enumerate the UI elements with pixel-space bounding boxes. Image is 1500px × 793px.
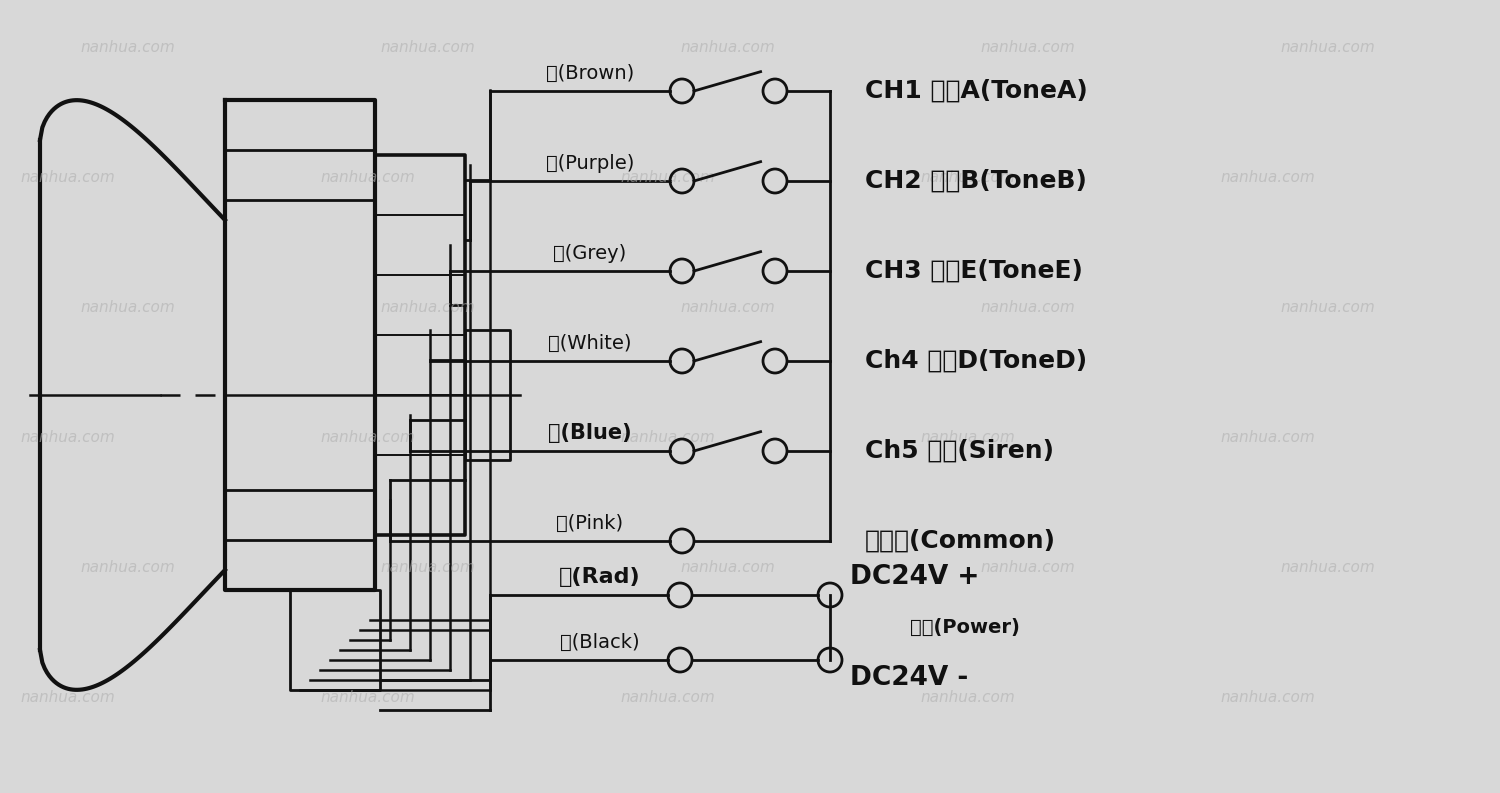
Text: DC24V +: DC24V + (850, 564, 980, 590)
Text: nanhua.com: nanhua.com (920, 690, 1014, 705)
Text: nanhua.com: nanhua.com (1220, 170, 1314, 185)
Text: nanhua.com: nanhua.com (680, 40, 774, 55)
Text: nanhua.com: nanhua.com (320, 430, 414, 445)
Text: nanhua.com: nanhua.com (1280, 300, 1374, 315)
Text: nanhua.com: nanhua.com (80, 560, 174, 575)
Text: nanhua.com: nanhua.com (980, 300, 1074, 315)
Text: nanhua.com: nanhua.com (20, 430, 114, 445)
Text: nanhua.com: nanhua.com (1280, 40, 1374, 55)
Text: nanhua.com: nanhua.com (20, 690, 114, 705)
Text: nanhua.com: nanhua.com (80, 40, 174, 55)
Text: nanhua.com: nanhua.com (380, 300, 474, 315)
Text: nanhua.com: nanhua.com (980, 40, 1074, 55)
Text: 公用线(Common): 公用线(Common) (865, 529, 1056, 553)
Text: 灰(Grey): 灰(Grey) (554, 244, 627, 263)
Text: nanhua.com: nanhua.com (380, 40, 474, 55)
Text: 白(White): 白(White) (549, 334, 632, 353)
Text: nanhua.com: nanhua.com (80, 300, 174, 315)
Text: nanhua.com: nanhua.com (920, 430, 1014, 445)
Text: nanhua.com: nanhua.com (1220, 690, 1314, 705)
Text: CH2 音调B(ToneB): CH2 音调B(ToneB) (865, 169, 1088, 193)
Text: nanhua.com: nanhua.com (920, 170, 1014, 185)
Text: nanhua.com: nanhua.com (380, 560, 474, 575)
Text: nanhua.com: nanhua.com (320, 170, 414, 185)
Text: Ch5 电笛(Siren): Ch5 电笛(Siren) (865, 439, 1054, 463)
Text: DC24V -: DC24V - (850, 665, 969, 691)
Text: CH3 音调E(ToneE): CH3 音调E(ToneE) (865, 259, 1083, 283)
Text: 粉(Pink): 粉(Pink) (556, 514, 624, 533)
Text: nanhua.com: nanhua.com (1220, 430, 1314, 445)
Text: nanhua.com: nanhua.com (1280, 560, 1374, 575)
Text: CH1 音调A(ToneA): CH1 音调A(ToneA) (865, 79, 1088, 103)
Text: nanhua.com: nanhua.com (620, 430, 714, 445)
Text: nanhua.com: nanhua.com (680, 560, 774, 575)
Text: nanhua.com: nanhua.com (620, 690, 714, 705)
Text: nanhua.com: nanhua.com (980, 560, 1074, 575)
Text: 红(Rad): 红(Rad) (560, 567, 640, 587)
Text: 蓝(Blue): 蓝(Blue) (548, 423, 632, 443)
Text: Ch4 音调D(ToneD): Ch4 音调D(ToneD) (865, 349, 1088, 373)
Text: nanhua.com: nanhua.com (680, 300, 774, 315)
Text: 棕(Brown): 棕(Brown) (546, 64, 634, 83)
Text: 电源(Power): 电源(Power) (910, 618, 1020, 637)
Text: nanhua.com: nanhua.com (620, 170, 714, 185)
Text: 紫(Purple): 紫(Purple) (546, 154, 634, 173)
Text: 黑(Black): 黑(Black) (560, 633, 640, 652)
Text: nanhua.com: nanhua.com (320, 690, 414, 705)
Text: nanhua.com: nanhua.com (20, 170, 114, 185)
